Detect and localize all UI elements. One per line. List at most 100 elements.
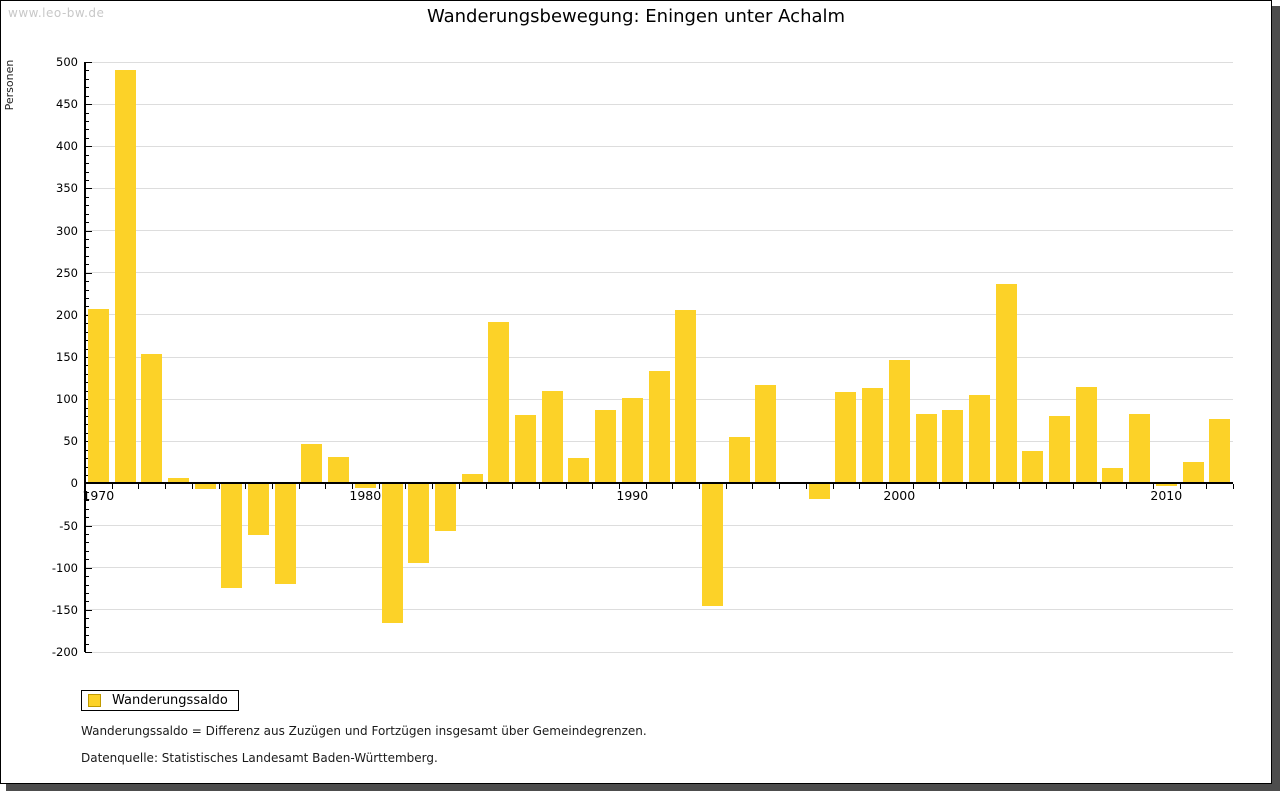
x-axis-tick [432,484,434,490]
gridline [85,651,1233,653]
x-axis-tick [859,484,861,490]
y-axis-tick-minor [85,559,89,561]
x-axis-tick [1099,484,1101,490]
x-axis-tick [298,484,300,490]
y-axis-tick-major [85,188,92,190]
y-axis-tick-major [85,609,92,611]
bar-1995 [755,384,777,484]
y-axis-tick-major [85,62,92,63]
bar-1981 [381,483,403,624]
y-axis-tick-minor [85,340,89,342]
y-axis-tick-minor [85,373,89,375]
y-axis-tick-minor [85,281,89,283]
bar-2010 [1155,483,1177,486]
y-axis-line [84,62,86,652]
y-axis-tick-label: 300 [56,223,78,238]
x-axis-tick-label: 2010 [1150,488,1183,504]
y-axis-tick-minor [85,491,89,493]
x-axis-tick-label: 1970 [82,488,115,504]
x-axis-tick [832,484,834,490]
y-axis-tick-label: 400 [56,139,78,154]
y-axis-tick-major [85,230,92,232]
y-axis-tick-minor [85,298,89,299]
y-axis-tick-minor [85,458,89,460]
y-axis-tick-label: 150 [56,350,78,364]
bar-2006 [1049,416,1070,484]
x-axis-tick [1152,484,1154,490]
frame-shadow-bottom [6,784,1280,791]
y-axis-tick-minor [85,70,89,72]
bar-1973 [167,478,189,484]
x-axis-tick [565,484,567,490]
y-axis-tick-minor [85,137,89,139]
gridline [85,103,1233,105]
x-axis-tick [111,484,113,490]
y-axis-tick-minor [85,407,89,409]
gridline [85,356,1233,358]
bar-2012 [1209,419,1231,484]
y-axis-tick-minor [85,508,89,510]
y-axis-tick-minor [85,424,89,426]
y-axis-tick-minor [85,416,89,417]
y-axis-tick-minor [85,517,89,519]
bar-1997 [808,483,830,499]
y-axis-tick-label: -200 [51,645,78,659]
bar-1987 [541,390,563,484]
bar-1978 [301,443,323,484]
bar-1989 [595,410,617,484]
frame-shadow-right [1272,6,1280,791]
gridline [85,567,1233,569]
gridline [85,187,1233,189]
bar-2004 [995,283,1017,484]
y-axis-tick-minor [85,534,89,535]
y-axis-tick-minor [85,255,89,257]
y-axis-tick-major [85,525,92,527]
x-axis-tick [1233,484,1234,490]
y-axis-tick-minor [85,129,89,131]
x-axis-tick [619,484,620,490]
x-axis-tick [1046,484,1048,490]
bar-1982 [408,483,430,563]
y-axis-tick-minor [85,331,89,333]
x-axis-tick [538,484,540,490]
y-axis-tick-label: 100 [56,392,78,407]
bar-1991 [648,370,670,484]
bar-1980 [354,483,376,488]
bar-1985 [488,321,510,484]
x-axis-tick [725,484,727,490]
gridline [85,61,1233,63]
bar-1970 [87,309,109,484]
y-axis-tick-minor [85,247,89,249]
x-axis-tick [458,484,460,490]
x-axis-tick [672,484,674,490]
x-axis-tick-label: 2000 [883,488,916,504]
x-axis-tick [992,484,994,490]
x-axis-tick [245,484,247,490]
y-axis-tick-minor [85,449,89,451]
gridline [85,230,1233,232]
y-axis-tick-minor [85,239,89,240]
x-axis-tick [1179,484,1181,490]
y-axis-tick-label: 450 [56,97,78,112]
y-axis-tick-minor [85,618,89,620]
bar-1972 [141,353,163,484]
y-axis-tick-minor [85,205,89,207]
y-axis-tick-minor [85,289,89,291]
y-axis-tick-minor [85,500,89,502]
y-axis-tick-minor [85,95,89,97]
y-axis-tick-label: 350 [56,181,78,196]
x-axis-tick-label: 1990 [616,488,649,504]
y-axis-tick-minor [85,466,89,468]
y-axis-tick-major [85,567,92,569]
bar-1998 [835,392,857,484]
bar-1992 [675,309,697,484]
bar-2000 [888,359,910,484]
x-axis-tick [165,484,167,490]
gridline [85,145,1233,147]
x-axis-tick [1072,484,1074,490]
y-axis-tick-label: -100 [51,560,78,575]
x-axis-tick [752,484,754,490]
y-axis-tick-label: 50 [63,434,78,449]
y-axis-tick-label: -150 [51,602,78,617]
